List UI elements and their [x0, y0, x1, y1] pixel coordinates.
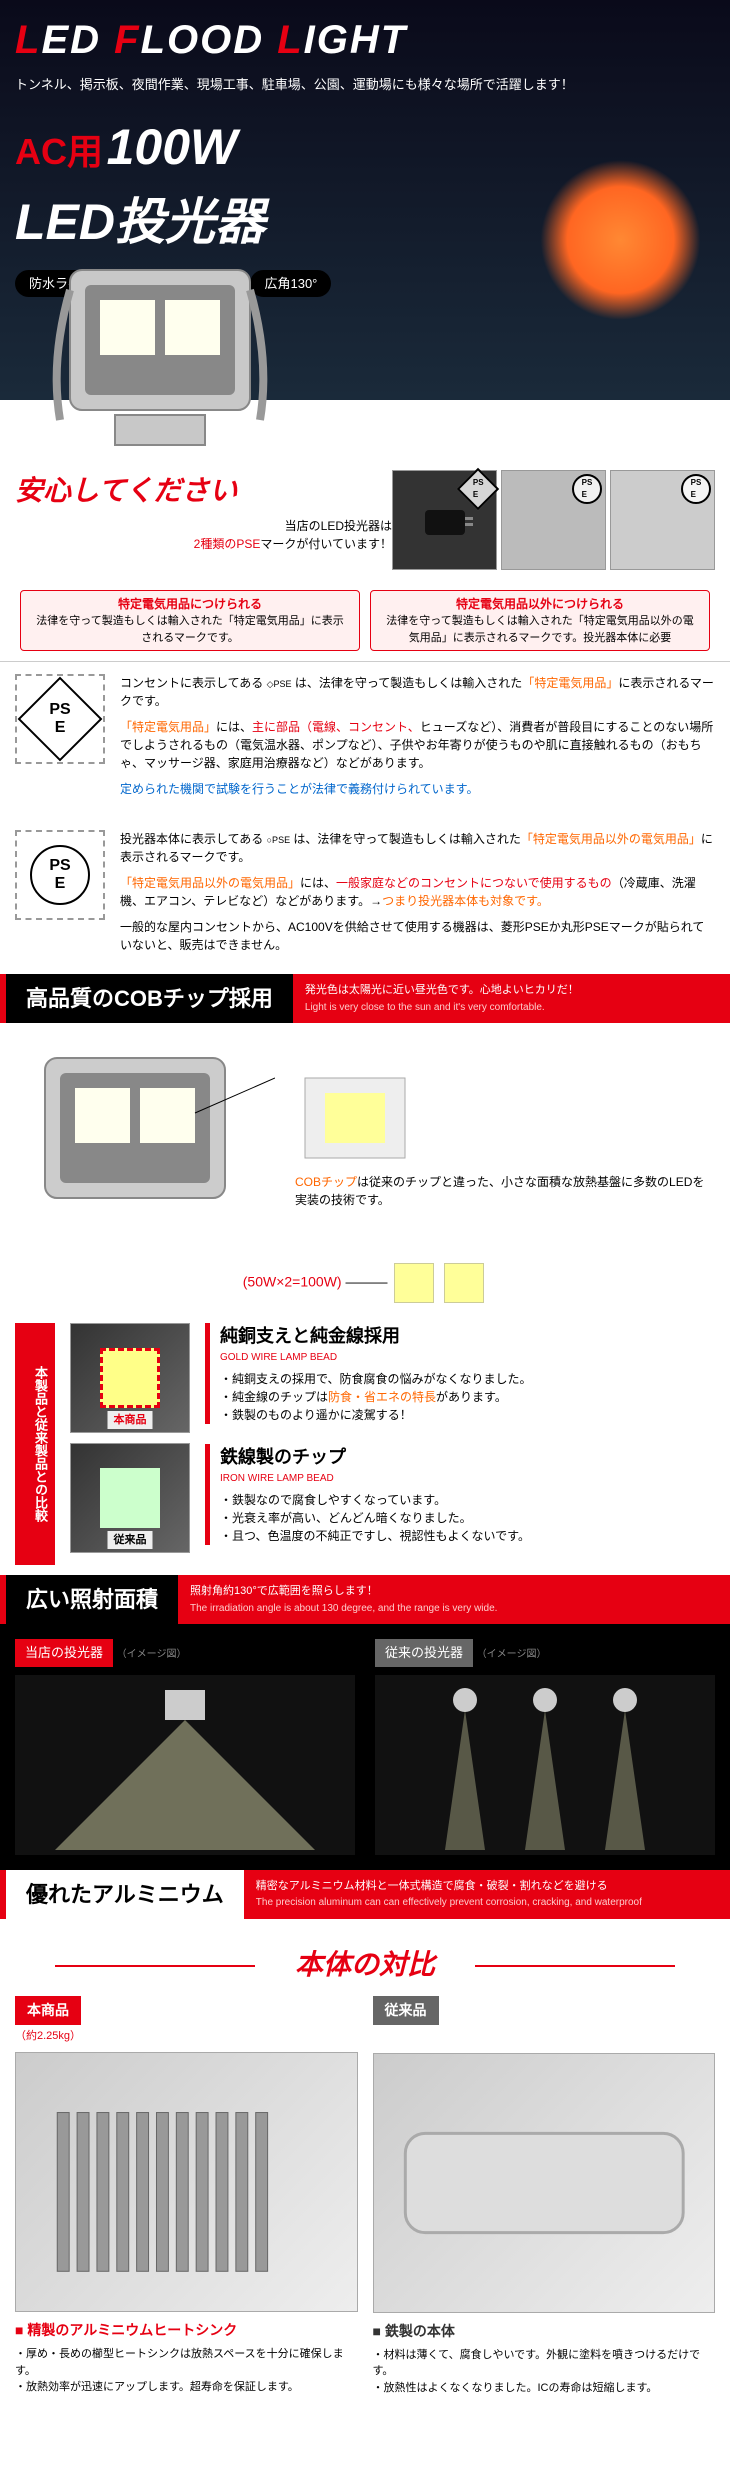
pse-bubble-2: 特定電気用品以外につけられる 法律を守って製造もしくは輸入された「特定電気用品以… [370, 590, 710, 651]
gold-wire-block: 純銅支えと純金線採用GOLD WIRE LAMP BEAD 純銅支えの採用で、防… [205, 1323, 715, 1424]
chip-old-product: 従来品 [70, 1443, 190, 1553]
safety-text: 当店のLED投光器は 2種類のPSEマークが付いています！ [15, 517, 392, 553]
floodlight-image [30, 240, 310, 460]
angle-theirs: 従来の投光器 （イメージ図） [375, 1639, 715, 1855]
pse-bubble-1: 特定電気用品につけられる 法律を守って製造もしくは輸入された「特定電気用品」に表… [20, 590, 360, 651]
angle-ours: 当店の投光器 （イメージ図） [15, 1639, 355, 1855]
pse-thumb-1: PSE [392, 470, 497, 570]
cob-floodlight-image [15, 1038, 275, 1238]
pse-diamond-block: PSE コンセントに表示してある ◇PSE は、法律を守って製造もしくは輸入され… [0, 662, 730, 818]
watt-label: 100W [107, 119, 238, 175]
alum-comparison: 本体の対比 本商品 （約2.25kg） 精製のアルミニウムヒートシンク 厚め・長… [0, 1919, 730, 2412]
alum-old-image [373, 2053, 716, 2313]
angle-theirs-image [375, 1675, 715, 1855]
angle-section-bar: 広い照射面積 照射角約130°で広範囲を照らします！The irradiatio… [0, 1575, 730, 1624]
cob-section-bar: 高品質のCOBチップ採用 発光色は太陽光に近い昼光色です。心地よいヒカリだ！Li… [0, 974, 730, 1023]
chip-icon [444, 1263, 484, 1303]
alum-sub: 精密なアルミニウム材料と一体式構造で腐食・破裂・割れなどを避けるThe prec… [244, 1870, 730, 1919]
alum-this-heading: 精製のアルミニウムヒートシンク [15, 2320, 358, 2341]
pse-thumbnails: PSE PSE PSE [392, 470, 715, 570]
angle-ours-image [15, 1675, 355, 1855]
chip-compare-section: 本製品と従来製品との比較 本商品 従来品 純銅支えと純金線採用GOLD WIRE… [0, 1313, 730, 1575]
alum-this: 本商品 （約2.25kg） 精製のアルミニウムヒートシンク 厚め・長めの櫛型ヒー… [15, 1996, 358, 2397]
plug-icon [415, 495, 475, 545]
cob-title: 高品質のCOBチップ採用 [0, 974, 293, 1023]
alum-this-bullets: 厚め・長めの櫛型ヒートシンクは放熱スペースを十分に確保します。 放熱効率が迅速に… [15, 2346, 358, 2396]
pse-circle-mark: PSE [15, 830, 105, 920]
pse-circle-block: PSE 投光器本体に表示してある ○PSE は、法律を守って製造もしくは輸入され… [0, 818, 730, 974]
angle-comparison: 当店の投光器 （イメージ図） 従来の投光器 （イメージ図） [0, 1624, 730, 1870]
pse-bubbles: 特定電気用品につけられる 法律を守って製造もしくは輸入された「特定電気用品」に表… [0, 580, 730, 662]
iron-wire-block: 鉄線製のチップIRON WIRE LAMP BEAD 鉄製なので腐食しやすくなっ… [205, 1444, 715, 1545]
chip-icon [394, 1263, 434, 1303]
alum-old-heading: 鉄製の本体 [373, 2321, 716, 2342]
chip-images: 本商品 従来品 [70, 1323, 190, 1565]
alum-old-bullets: 材料は薄くて、腐食しやいです。外観に塗料を噴きつけるだけです。 放熱性はよくなく… [373, 2347, 716, 2397]
hero-banner: LED FLOOD LIGHT トンネル、掲示板、夜間作業、現場工事、駐車場、公… [0, 0, 730, 400]
cob-calculation: (50W×2=100W) ——— [0, 1253, 730, 1313]
safety-title: 安心してください [15, 470, 392, 512]
alum-compare-title: 本体の対比 [15, 1944, 715, 1986]
pse-thumb-3: PSE [610, 470, 715, 570]
hero-subtitle: トンネル、掲示板、夜間作業、現場工事、駐車場、公園、運動場にも様々な場所で活躍し… [15, 75, 715, 95]
cob-description: COBチップは従来のチップと違った、小さな面積な放熱基盤に多数のLEDを実装の技… [295, 1068, 715, 1209]
pse-thumb-2: PSE [501, 470, 606, 570]
angle-sub: 照射角約130°で広範囲を照らします！The irradiation angle… [178, 1575, 730, 1624]
ac-label: AC用 [15, 131, 103, 172]
cob-content: COBチップは従来のチップと違った、小さな面積な放熱基盤に多数のLEDを実装の技… [0, 1023, 730, 1253]
pse-diamond-mark: PSE [15, 674, 105, 764]
alum-title: 優れたアルミニウム [0, 1870, 244, 1919]
compare-side-label: 本製品と従来製品との比較 [15, 1323, 55, 1565]
cob-sub: 発光色は太陽光に近い昼光色です。心地よいヒカリだ！Light is very c… [293, 974, 730, 1023]
hero-title: LED FLOOD LIGHT [15, 10, 715, 70]
alum-old: 従来品 鉄製の本体 材料は薄くて、腐食しやいです。外観に塗料を噴きつけるだけです… [373, 1996, 716, 2397]
chip-this-product: 本商品 [70, 1323, 190, 1433]
alum-this-image [15, 2052, 358, 2312]
cob-chip-image [295, 1068, 415, 1168]
pse-diamond-text: コンセントに表示してある ◇PSE は、法律を守って製造もしくは輸入された「特定… [120, 674, 715, 806]
angle-title: 広い照射面積 [0, 1575, 178, 1624]
hero-heading: AC用 100W [15, 110, 715, 185]
pse-circle-text: 投光器本体に表示してある ○PSE は、法律を守って製造もしくは輸入された「特定… [120, 830, 715, 962]
alum-section-bar: 優れたアルミニウム 精密なアルミニウム材料と一体式構造で腐食・破裂・割れなどを避… [0, 1870, 730, 1919]
